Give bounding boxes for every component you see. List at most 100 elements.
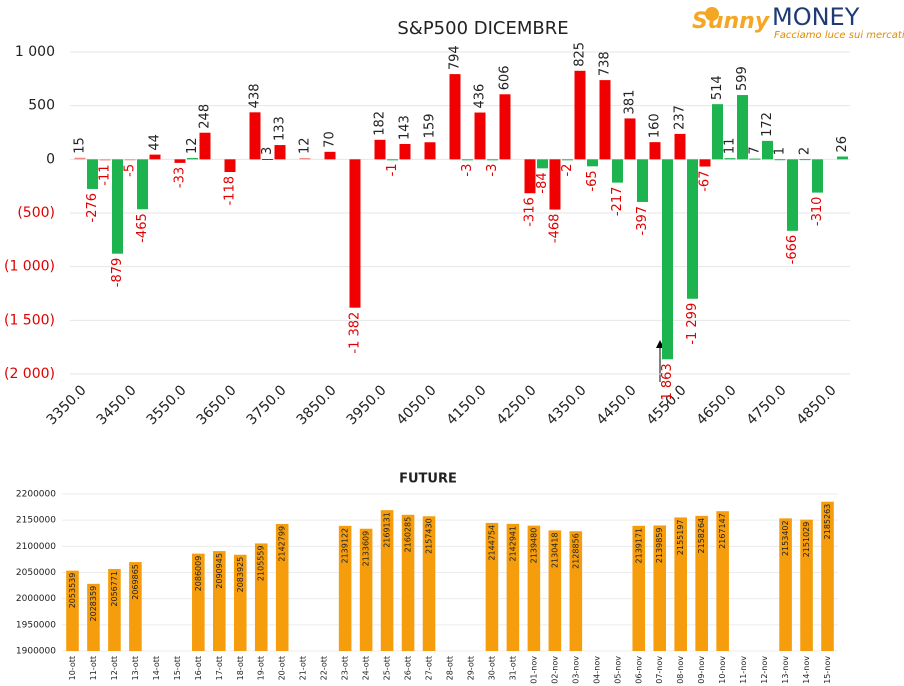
bar (537, 159, 548, 169)
x-tick-label: 06-nov (634, 656, 643, 684)
bar (137, 159, 148, 210)
value-label: 12 (185, 137, 200, 154)
bar (637, 159, 648, 202)
value-label: 159 (423, 113, 438, 138)
value-label: -666 (785, 235, 800, 265)
value-label: 133 (273, 116, 288, 141)
value-label: 599 (735, 66, 750, 91)
value-label: 15 (73, 137, 88, 154)
x-tick-label: 3350.0 (44, 382, 90, 428)
value-label: 2133609 (362, 531, 371, 567)
x-tick-label: 15-nov (823, 656, 832, 684)
bar (249, 112, 261, 160)
bar (799, 159, 811, 161)
value-label: 172 (760, 112, 775, 137)
bar (174, 159, 186, 163)
value-label: 514 (710, 75, 725, 100)
value-label: 2142941 (508, 526, 517, 562)
logo-name: MONEY (772, 3, 860, 31)
x-tick-label: 10-ott (68, 656, 77, 680)
logo-brand: Sunny (692, 9, 771, 34)
bar (254, 543, 268, 651)
bar (359, 528, 373, 651)
value-label: 2158264 (697, 518, 706, 554)
value-label: -468 (548, 214, 563, 244)
x-tick-label: 3750.0 (244, 382, 290, 428)
bar (224, 159, 236, 172)
bar (587, 159, 598, 167)
bar (262, 159, 273, 161)
bar (695, 515, 708, 651)
bar (716, 511, 729, 651)
value-label: -2 (560, 164, 575, 177)
bar (724, 158, 736, 160)
bar (762, 140, 773, 160)
bar (324, 151, 336, 160)
bar (129, 562, 142, 651)
value-label: 606 (498, 65, 513, 90)
bar (99, 159, 111, 161)
bar (338, 525, 352, 651)
x-tick-label: 03-nov (571, 656, 580, 684)
y-tick-label: 1950000 (16, 620, 56, 630)
value-label: 438 (248, 83, 263, 108)
bar (485, 522, 499, 651)
bar (624, 118, 636, 160)
value-label: 2144754 (487, 525, 496, 561)
value-label: 2139122 (341, 528, 350, 564)
y-tick-label: 2150000 (16, 516, 56, 526)
value-label: -217 (610, 187, 625, 217)
value-label: 2139480 (529, 528, 538, 564)
bar (737, 95, 748, 160)
value-label: -465 (135, 213, 150, 243)
value-label: 2153402 (781, 520, 790, 556)
x-tick-label: 13-nov (781, 656, 790, 684)
bar (653, 525, 667, 651)
value-label: 3 (260, 147, 275, 155)
value-label: 2157430 (425, 518, 434, 554)
x-tick-label: 4050.0 (394, 382, 440, 428)
bar (506, 523, 520, 651)
value-label: -1 299 (685, 303, 700, 345)
value-label: -879 (110, 258, 125, 288)
bar (474, 112, 486, 160)
bar (712, 104, 723, 160)
value-label: 2090945 (215, 553, 224, 589)
x-tick-label: 4350.0 (544, 382, 590, 428)
bar (774, 159, 786, 161)
y-tick-label: 2050000 (16, 568, 56, 578)
bar (112, 159, 123, 254)
value-label: 2056771 (110, 571, 119, 607)
bar (187, 158, 198, 160)
x-tick-label: 25-ott (383, 656, 392, 680)
bar (787, 159, 798, 231)
bar (374, 139, 386, 160)
bar (199, 132, 211, 160)
x-tick-label: 26-ott (404, 656, 413, 680)
bar (422, 516, 436, 651)
value-label: 2128856 (571, 533, 580, 569)
x-tick-label: 01-nov (529, 656, 538, 684)
value-label: 2 (798, 147, 813, 155)
bar (74, 157, 86, 160)
value-label: 2160285 (404, 517, 413, 553)
bar (548, 530, 562, 651)
bar (192, 553, 205, 651)
x-tick-label: 08-nov (676, 656, 685, 684)
x-tick-label: 07-nov (655, 656, 664, 684)
bar (779, 518, 792, 651)
x-tick-label: 04-nov (592, 656, 601, 684)
bar (612, 159, 623, 183)
y-tick-label: 2200000 (16, 490, 56, 500)
bar (812, 159, 823, 193)
value-label: 825 (573, 42, 588, 67)
x-tick-label: 12-nov (760, 656, 769, 684)
bar (527, 525, 541, 651)
bar (449, 74, 461, 160)
value-label: 26 (835, 136, 850, 153)
x-tick-label: 17-ott (215, 656, 224, 680)
value-label: -33 (173, 167, 188, 188)
value-label: 237 (673, 105, 688, 130)
value-label: 2142799 (278, 526, 287, 562)
